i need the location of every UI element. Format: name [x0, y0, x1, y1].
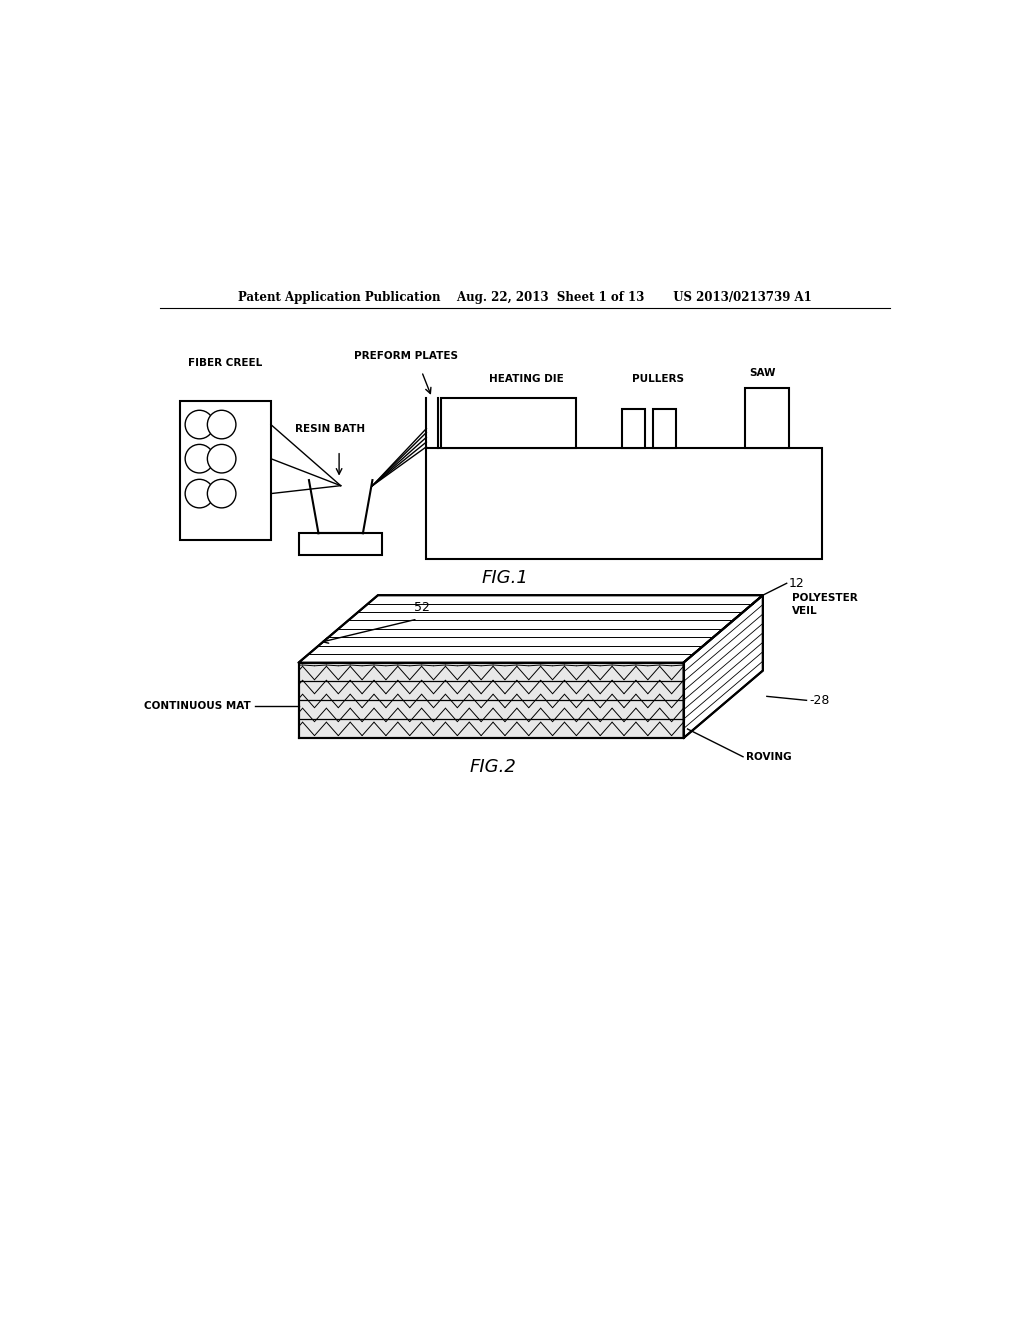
Polygon shape: [299, 663, 684, 738]
Circle shape: [207, 411, 236, 438]
Text: FIBER CREEL: FIBER CREEL: [187, 359, 262, 368]
Circle shape: [185, 445, 214, 473]
Bar: [441, 397, 577, 447]
Text: RESIN BATH: RESIN BATH: [295, 424, 366, 433]
Bar: [179, 401, 270, 540]
Text: CONTINUOUS MAT: CONTINUOUS MAT: [144, 701, 251, 711]
Text: PULLERS: PULLERS: [632, 375, 684, 384]
Bar: [299, 533, 382, 554]
Text: HEATING DIE: HEATING DIE: [489, 375, 564, 384]
Circle shape: [185, 479, 214, 508]
Circle shape: [207, 479, 236, 508]
Bar: [426, 447, 822, 558]
Text: 12: 12: [790, 577, 805, 590]
Text: PREFORM PLATES: PREFORM PLATES: [353, 351, 458, 360]
Text: POLYESTER
VEIL: POLYESTER VEIL: [793, 594, 858, 616]
Circle shape: [185, 411, 214, 438]
Polygon shape: [299, 595, 763, 663]
Text: Patent Application Publication    Aug. 22, 2013  Sheet 1 of 13       US 2013/021: Patent Application Publication Aug. 22, …: [238, 292, 812, 304]
Polygon shape: [299, 663, 684, 738]
Bar: [653, 409, 676, 447]
Circle shape: [207, 445, 236, 473]
Bar: [745, 388, 790, 447]
Text: 52: 52: [414, 601, 430, 614]
Text: -28: -28: [810, 694, 830, 706]
Text: FIG.2: FIG.2: [470, 759, 516, 776]
Text: SAW: SAW: [750, 368, 776, 378]
Text: ROVING: ROVING: [746, 752, 792, 762]
Bar: [623, 409, 645, 447]
Polygon shape: [684, 595, 763, 738]
Text: FIG.1: FIG.1: [481, 569, 528, 586]
